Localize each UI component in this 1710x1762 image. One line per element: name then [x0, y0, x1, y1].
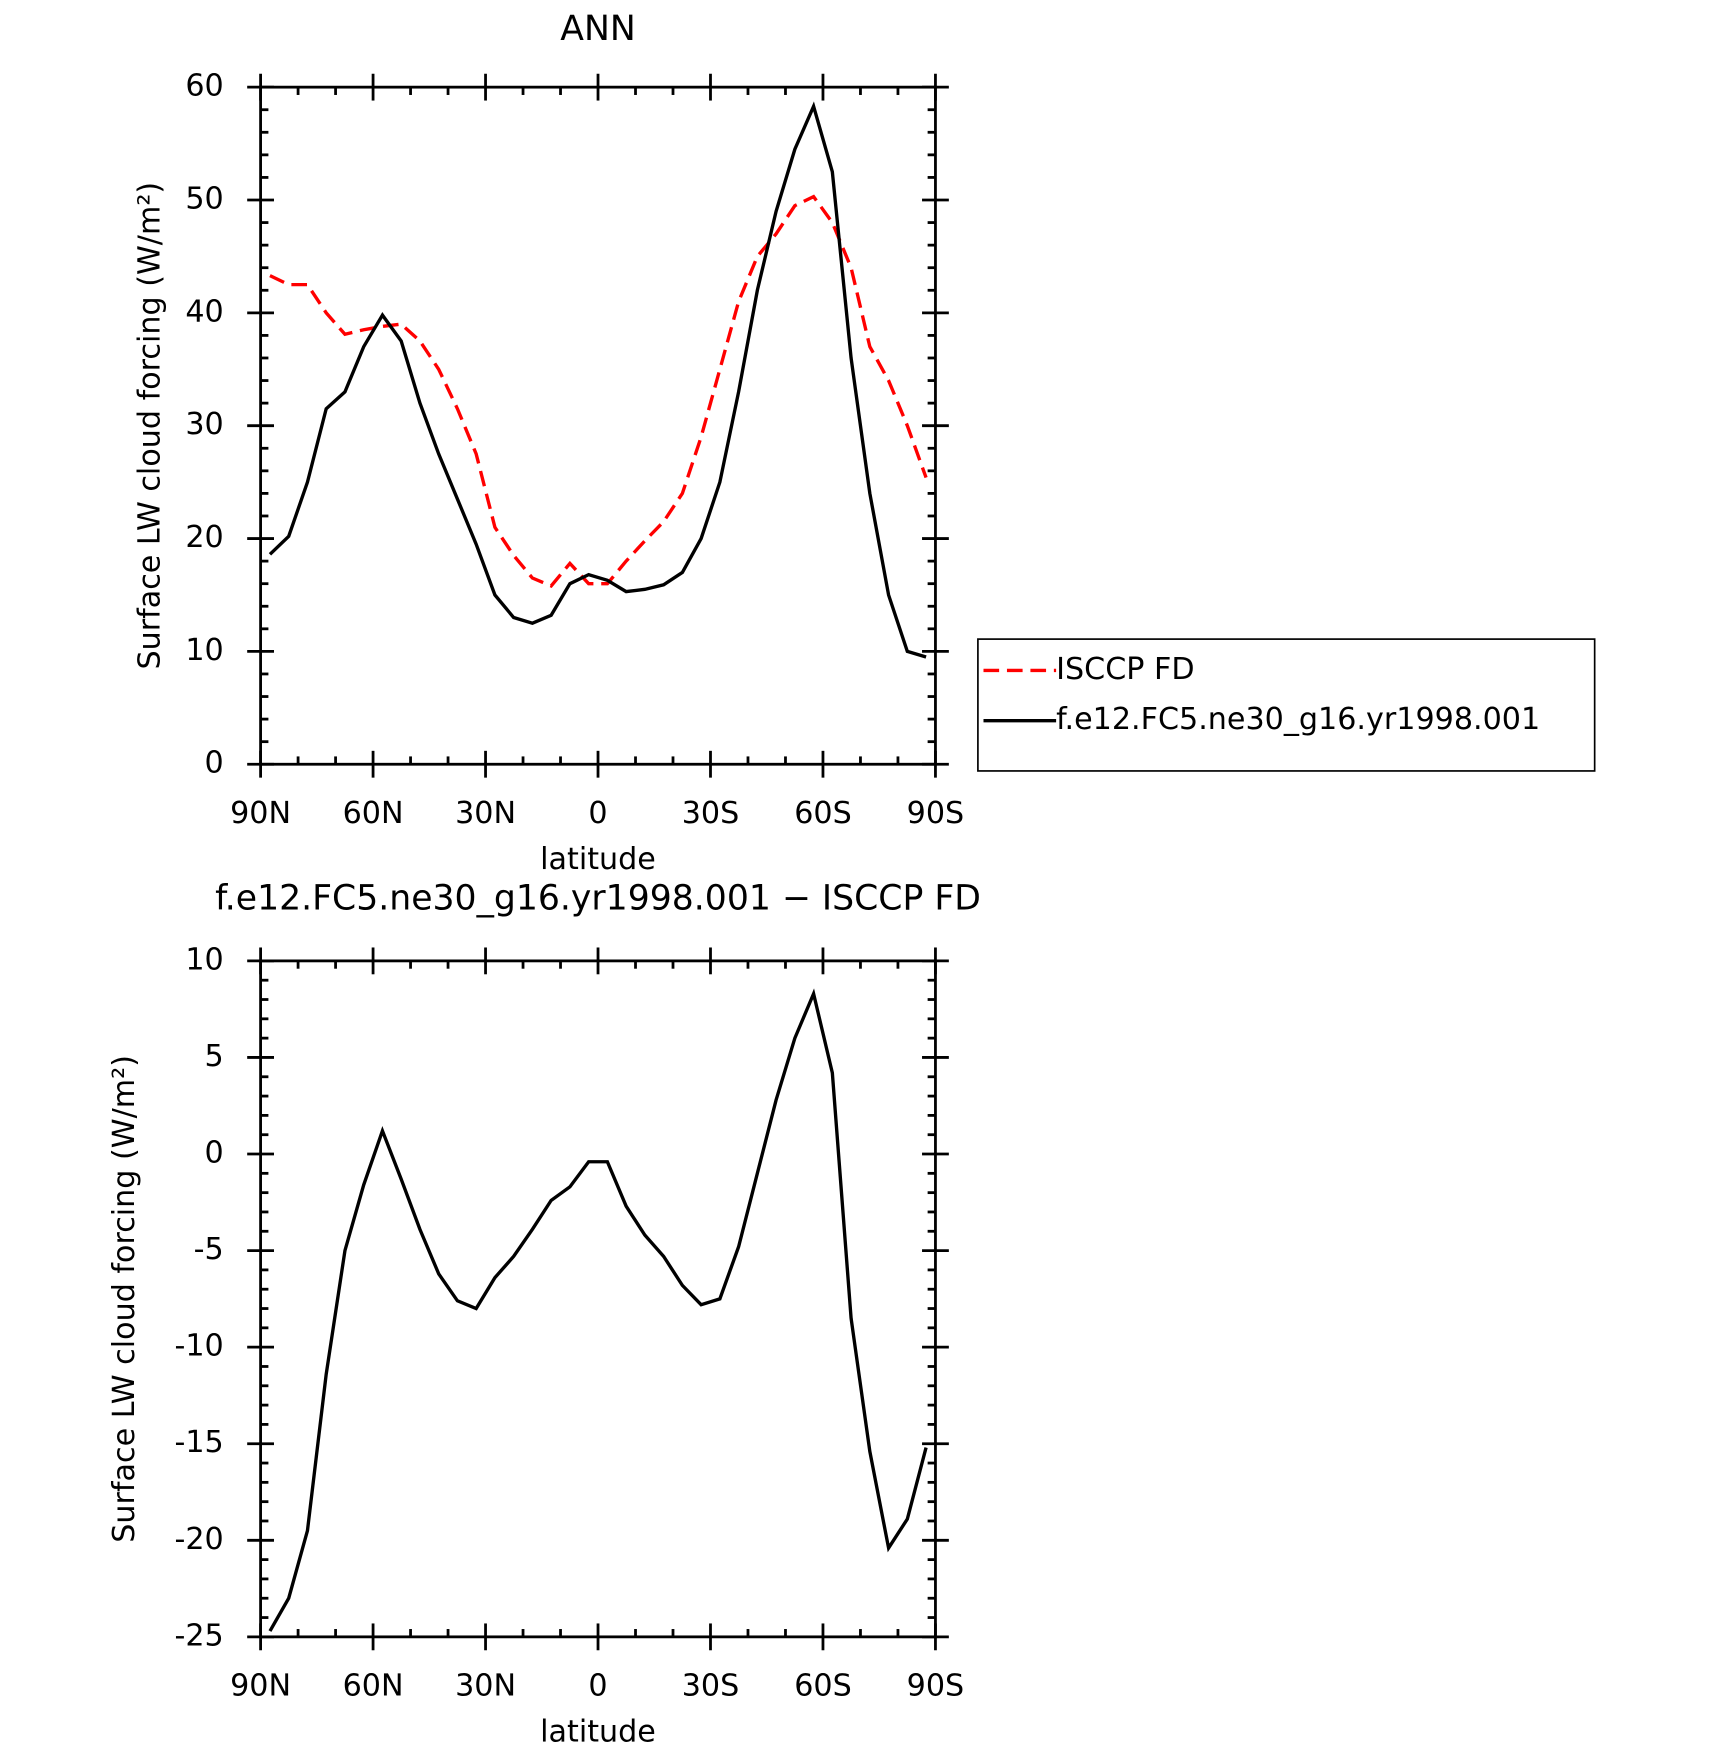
y-tick-label: 0	[205, 1136, 224, 1171]
y-tick-label: -25	[174, 1618, 223, 1653]
x-tick-label: 30N	[455, 1669, 516, 1704]
y-tick-label: -15	[174, 1425, 223, 1460]
x-tick-label: 30S	[682, 796, 740, 831]
chart-title: f.e12.FC5.ne30_g16.yr1998.001 − ISCCP FD	[215, 878, 981, 918]
legend-label: ISCCP FD	[1056, 652, 1194, 687]
y-axis-label: Surface LW cloud forcing (W/m²)	[133, 182, 168, 670]
x-axis-label: latitude	[540, 1714, 656, 1749]
legend-box	[977, 638, 1596, 772]
x-tick-label: 60N	[343, 796, 404, 831]
x-axis-label: latitude	[540, 842, 656, 877]
data-line	[268, 101, 927, 659]
x-tick-label: 30N	[455, 796, 516, 831]
x-tick-label: 90S	[907, 796, 965, 831]
x-tick-label: 60N	[343, 1669, 404, 1704]
data-line	[269, 194, 928, 588]
data-line	[268, 988, 928, 1632]
plot-frame	[259, 959, 937, 1639]
x-tick-label: 0	[588, 1669, 607, 1704]
y-tick-label: 30	[185, 407, 223, 442]
y-tick-label: 50	[185, 181, 223, 216]
chart-title: ANN	[560, 9, 636, 49]
y-tick-label: 10	[185, 942, 223, 977]
legend-label: f.e12.FC5.ne30_g16.yr1998.001	[1056, 702, 1540, 737]
y-tick-label: 60	[185, 69, 223, 104]
y-tick-label: -5	[194, 1232, 224, 1267]
x-tick-label: 90S	[907, 1669, 965, 1704]
y-tick-label: 40	[185, 294, 223, 329]
y-axis-label: Surface LW cloud forcing (W/m²)	[107, 1055, 142, 1543]
x-tick-label: 90N	[230, 796, 291, 831]
y-tick-label: 0	[205, 746, 224, 781]
y-tick-label: 5	[205, 1039, 224, 1074]
x-tick-label: 0	[588, 796, 607, 831]
y-tick-label: 20	[185, 520, 223, 555]
x-tick-label: 60S	[794, 1669, 852, 1704]
y-tick-label: -10	[174, 1329, 223, 1364]
y-tick-label: 10	[185, 633, 223, 668]
x-tick-label: 30S	[682, 1669, 740, 1704]
y-tick-label: -20	[174, 1522, 223, 1557]
x-tick-label: 90N	[230, 1669, 291, 1704]
x-tick-label: 60S	[794, 796, 852, 831]
